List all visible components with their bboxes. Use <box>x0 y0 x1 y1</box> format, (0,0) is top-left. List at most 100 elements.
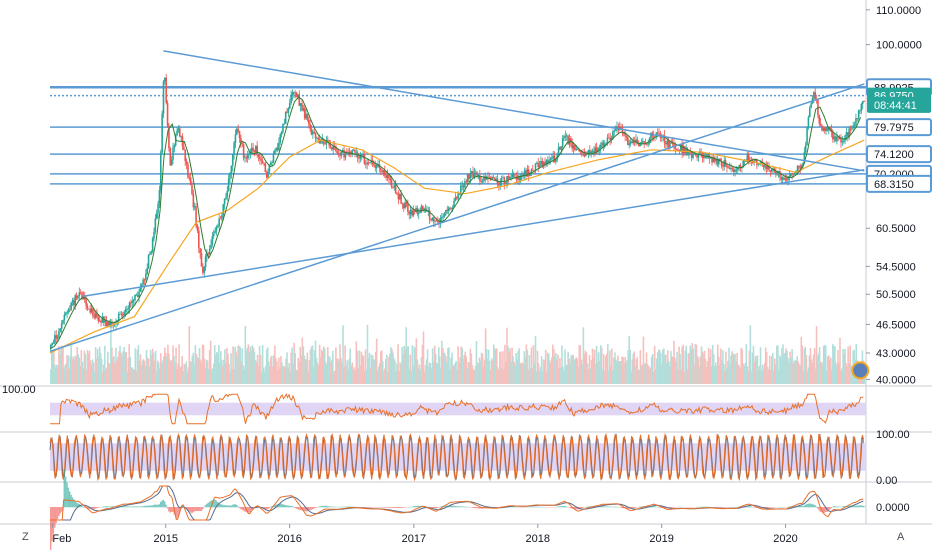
candle-body <box>260 159 262 160</box>
histogram-bar <box>50 507 51 550</box>
candle-body <box>279 134 281 142</box>
candle-body <box>53 343 55 344</box>
candle-body <box>224 199 226 205</box>
histogram-bar <box>464 507 465 508</box>
histogram-bar <box>613 507 614 508</box>
histogram-bar <box>812 504 813 507</box>
histogram-bar <box>858 506 859 508</box>
histogram-bar <box>813 505 814 508</box>
candle-body <box>805 145 807 152</box>
histogram-bar <box>233 504 234 507</box>
histogram-bar <box>389 507 390 508</box>
candle-body <box>814 92 816 99</box>
candle-body <box>418 213 420 214</box>
candle-body <box>464 181 466 187</box>
histogram-bar <box>475 507 476 508</box>
histogram-bar <box>453 506 454 507</box>
auto-zoom-button[interactable]: Z <box>22 531 29 543</box>
histogram-bar <box>66 483 67 508</box>
candle-body <box>118 314 120 320</box>
candle-body <box>213 234 215 237</box>
histogram-bar <box>601 506 602 507</box>
histogram-bar <box>388 507 389 508</box>
candle-body <box>407 204 409 212</box>
histogram-bar <box>156 505 157 508</box>
histogram-bar <box>343 507 344 508</box>
candle-body <box>600 145 602 148</box>
histogram-bar <box>672 507 673 508</box>
candle-body <box>809 108 811 117</box>
candle-body <box>442 216 444 217</box>
histogram-bar <box>176 507 177 518</box>
candle-body <box>817 99 819 115</box>
candle-body <box>265 164 267 173</box>
histogram-bar <box>267 507 268 509</box>
candle-body <box>197 225 199 230</box>
candle-body <box>395 185 397 193</box>
candle-body <box>726 165 728 167</box>
candle-body <box>505 184 507 185</box>
histogram-bar <box>240 507 241 509</box>
candle-body <box>859 111 861 112</box>
candle-body <box>186 161 188 164</box>
candle-body <box>308 120 310 124</box>
candle-body <box>810 103 812 107</box>
histogram-bar <box>313 507 314 508</box>
candle-body <box>354 150 356 152</box>
histogram-bar <box>266 507 267 509</box>
histogram-bar <box>159 504 160 507</box>
histogram-bar <box>634 507 635 508</box>
histogram-bar <box>286 505 287 507</box>
histogram-bar <box>69 492 70 508</box>
histogram-bar <box>248 507 249 513</box>
histogram-bar <box>150 505 151 507</box>
histogram-bar <box>404 507 405 508</box>
candle-body <box>131 301 133 303</box>
histogram-bar <box>461 507 462 508</box>
histogram-bar <box>535 507 536 508</box>
y-tick-label: 54.5000 <box>876 261 916 273</box>
candle-body <box>233 143 235 155</box>
histogram-tick-label: 0.0000 <box>876 502 910 514</box>
candle-body <box>152 239 154 252</box>
histogram-bar <box>153 505 154 507</box>
candle-body <box>149 254 151 255</box>
histogram-bar <box>566 507 567 508</box>
histogram-bar <box>810 504 811 508</box>
histogram-bar <box>751 507 752 508</box>
histogram-bar <box>239 507 240 508</box>
histogram-bar <box>288 506 289 508</box>
histogram-bar <box>770 507 771 508</box>
histogram-bar <box>403 507 404 508</box>
candle-body <box>612 131 614 138</box>
candle-body <box>861 104 863 111</box>
candle-body <box>150 252 152 254</box>
histogram-bar <box>224 505 225 507</box>
candle-body <box>338 153 340 154</box>
candle-body <box>199 248 201 253</box>
histogram-bar <box>126 506 127 507</box>
auto-scale-button[interactable]: A <box>897 531 904 543</box>
candle-body <box>793 174 795 175</box>
candle-body <box>123 312 125 315</box>
candle-body <box>732 168 734 169</box>
histogram-bar <box>437 507 438 508</box>
histogram-bar <box>155 505 156 508</box>
histogram-bar <box>304 507 305 511</box>
histogram-bar <box>863 506 864 507</box>
histogram-bar <box>74 501 75 507</box>
histogram-bar <box>296 507 297 509</box>
candle-body <box>309 124 311 129</box>
candle-body <box>198 231 200 248</box>
candle-body <box>155 219 157 232</box>
candle-body <box>444 214 446 217</box>
candle-body <box>369 162 371 163</box>
histogram-bar <box>833 506 834 507</box>
histogram-bar <box>570 507 571 508</box>
histogram-bar <box>459 506 460 507</box>
candle-body <box>482 181 484 182</box>
candle-body <box>330 145 332 147</box>
histogram-bar <box>134 506 135 507</box>
